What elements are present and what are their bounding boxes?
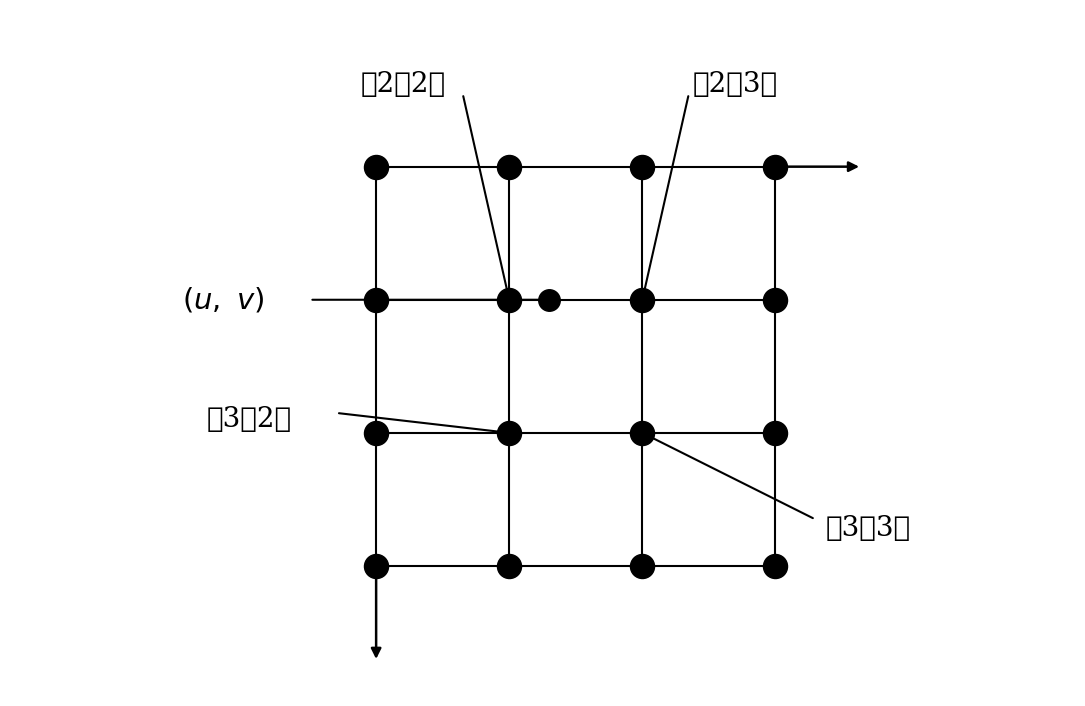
Point (368, 427, 385, 438)
Point (634, 427, 651, 438)
Text: （3，3）: （3，3） (826, 515, 911, 542)
Point (767, 561, 784, 572)
Point (500, 294, 518, 306)
Point (368, 161, 385, 172)
Text: （2，2）: （2，2） (360, 71, 445, 97)
Point (368, 561, 385, 572)
Text: （3，2）: （3，2） (207, 406, 292, 433)
Point (767, 427, 784, 438)
Text: $(u,\ v)$: $(u,\ v)$ (182, 285, 265, 314)
Point (767, 161, 784, 172)
Point (767, 294, 784, 306)
Point (634, 561, 651, 572)
Text: （2，3）: （2，3） (693, 71, 778, 97)
Point (500, 427, 518, 438)
Point (634, 294, 651, 306)
Point (368, 294, 385, 306)
Point (634, 161, 651, 172)
Point (540, 294, 558, 306)
Point (500, 161, 518, 172)
Point (500, 561, 518, 572)
